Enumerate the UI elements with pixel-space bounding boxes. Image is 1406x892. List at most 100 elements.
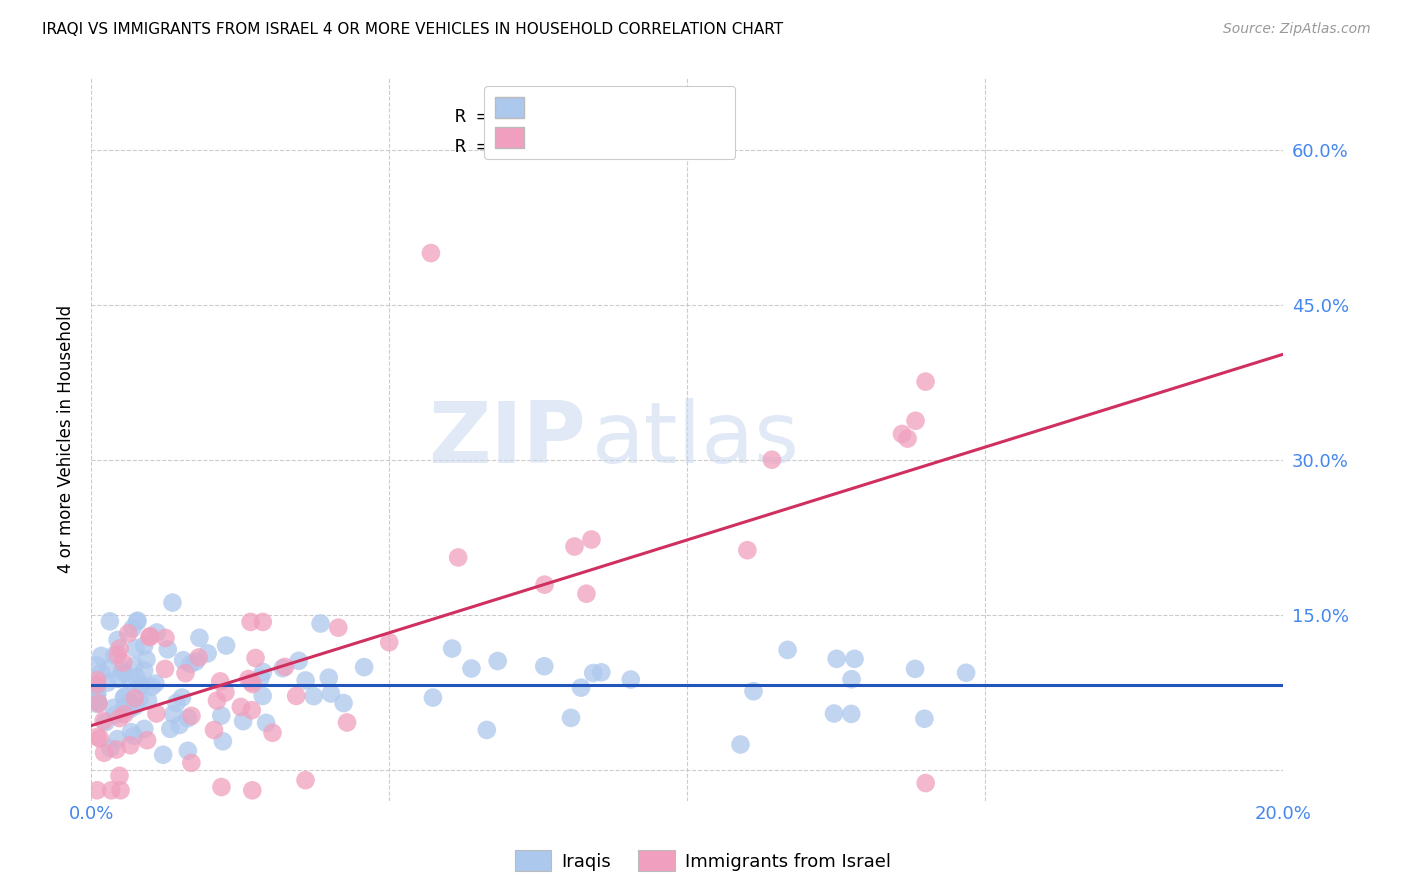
Point (114, 689, 136, 703)
Point (955, 665, 977, 680)
Point (89, 731, 111, 746)
Point (252, 615, 274, 629)
Point (169, 718, 191, 732)
Point (172, 653, 194, 667)
Point (475, 723, 498, 737)
Point (179, 657, 201, 671)
Point (122, 729, 145, 743)
Point (170, 690, 193, 705)
Point (153, 662, 176, 676)
Point (232, 714, 254, 728)
Point (742, 684, 765, 698)
Point (86, 673, 108, 687)
Point (336, 715, 359, 730)
Point (86, 679, 108, 693)
Legend: Iraqis, Immigrants from Israel: Iraqis, Immigrants from Israel (508, 843, 898, 879)
Point (353, 660, 375, 674)
Point (105, 742, 128, 756)
Point (441, 641, 464, 656)
Point (100, 783, 122, 797)
Point (107, 672, 129, 686)
Point (138, 630, 160, 644)
Point (125, 615, 148, 629)
Point (145, 676, 167, 690)
Point (328, 621, 350, 635)
Point (108, 641, 131, 656)
Point (134, 722, 156, 736)
Point (121, 622, 143, 636)
Point (896, 432, 918, 446)
Point (86, 730, 108, 744)
Point (294, 673, 316, 688)
Point (110, 783, 132, 797)
Point (737, 543, 759, 558)
Point (127, 614, 149, 628)
Point (730, 738, 752, 752)
Point (128, 692, 150, 706)
Point (582, 666, 605, 681)
Point (125, 670, 148, 684)
Point (184, 655, 207, 669)
Point (287, 654, 309, 668)
Point (108, 711, 131, 725)
Point (825, 652, 848, 666)
Text: N =: N = (586, 108, 619, 126)
Point (124, 691, 146, 706)
Point (591, 665, 613, 680)
Point (104, 707, 127, 722)
Point (447, 550, 470, 565)
Point (97, 662, 120, 676)
Point (107, 648, 129, 662)
Point (86, 658, 108, 673)
Text: 0.517: 0.517 (506, 138, 562, 156)
Text: R =: R = (454, 108, 488, 126)
Point (187, 650, 209, 665)
Point (419, 246, 441, 260)
Point (581, 533, 603, 547)
Point (242, 677, 264, 691)
Point (107, 732, 129, 747)
Point (209, 708, 232, 723)
Point (188, 631, 211, 645)
Point (309, 616, 332, 631)
Point (844, 652, 866, 666)
Point (86, 686, 108, 700)
Point (841, 672, 863, 686)
Point (124, 641, 146, 656)
Point (120, 738, 142, 752)
Point (107, 632, 129, 647)
Point (120, 725, 142, 739)
Point (177, 744, 200, 758)
Point (152, 747, 174, 762)
Point (285, 689, 308, 703)
Point (319, 686, 342, 700)
Point (891, 427, 914, 442)
Text: 66: 66 (627, 138, 652, 156)
Point (914, 375, 936, 389)
Point (240, 783, 263, 797)
Text: atlas: atlas (592, 398, 800, 481)
Point (240, 703, 263, 717)
Point (98, 741, 121, 756)
Point (332, 696, 354, 710)
Point (620, 673, 643, 687)
Point (162, 707, 184, 722)
Point (111, 664, 134, 678)
Point (215, 639, 238, 653)
Point (112, 656, 135, 670)
Point (252, 689, 274, 703)
Point (560, 711, 582, 725)
Point (124, 659, 146, 673)
Point (177, 711, 200, 725)
Point (112, 666, 135, 681)
Point (129, 677, 152, 691)
Point (108, 769, 131, 783)
Point (214, 685, 236, 699)
Point (93, 714, 115, 728)
Point (460, 661, 482, 675)
Point (533, 577, 555, 591)
Point (823, 706, 845, 721)
Point (165, 696, 187, 710)
Point (103, 701, 125, 715)
Text: IRAQI VS IMMIGRANTS FROM ISRAEL 4 OR MORE VEHICLES IN HOUSEHOLD CORRELATION CHAR: IRAQI VS IMMIGRANTS FROM ISRAEL 4 OR MOR… (42, 22, 783, 37)
